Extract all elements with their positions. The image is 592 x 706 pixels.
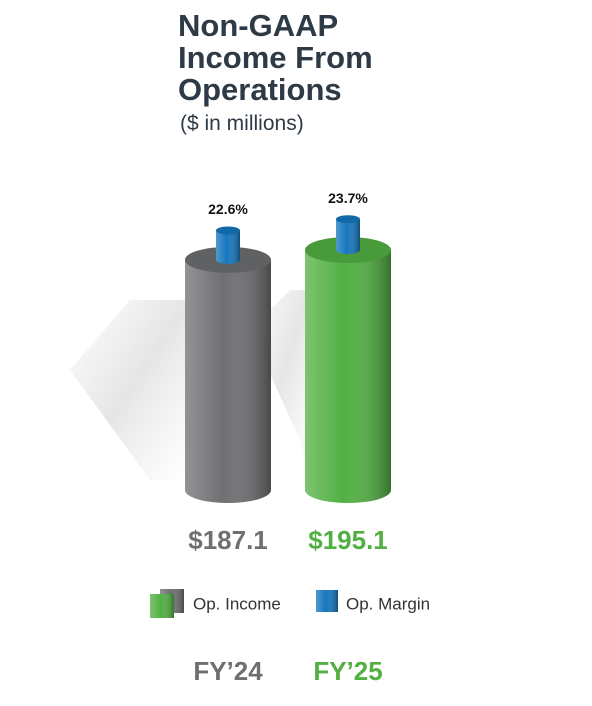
chart-subtitle: ($ in millions) (180, 112, 304, 135)
bar-shade (305, 250, 391, 490)
shadow (70, 300, 190, 480)
data-label: 23.7% (328, 190, 368, 206)
data-label: 22.6% (208, 201, 248, 217)
bar-shade (336, 219, 360, 250)
value-label: $195.1 (308, 525, 388, 555)
cylinder-top (336, 215, 360, 224)
legend-label: Op. Income (193, 594, 281, 613)
bar-shade (216, 230, 240, 260)
cylinder-top-shade (216, 226, 240, 235)
chart-title: Non-GAAP Income From Operations (178, 8, 373, 107)
value-label: $187.1 (188, 525, 268, 555)
x-tick-label: FY’25 (313, 656, 382, 686)
bar-shade (185, 259, 271, 490)
legend-swatch (150, 594, 174, 618)
cylinder-top-shade (336, 215, 360, 224)
x-tick-label: FY’24 (193, 656, 263, 686)
legend-swatch (316, 590, 338, 612)
cylinder-top (216, 226, 240, 235)
legend-label: Op. Margin (346, 594, 430, 613)
